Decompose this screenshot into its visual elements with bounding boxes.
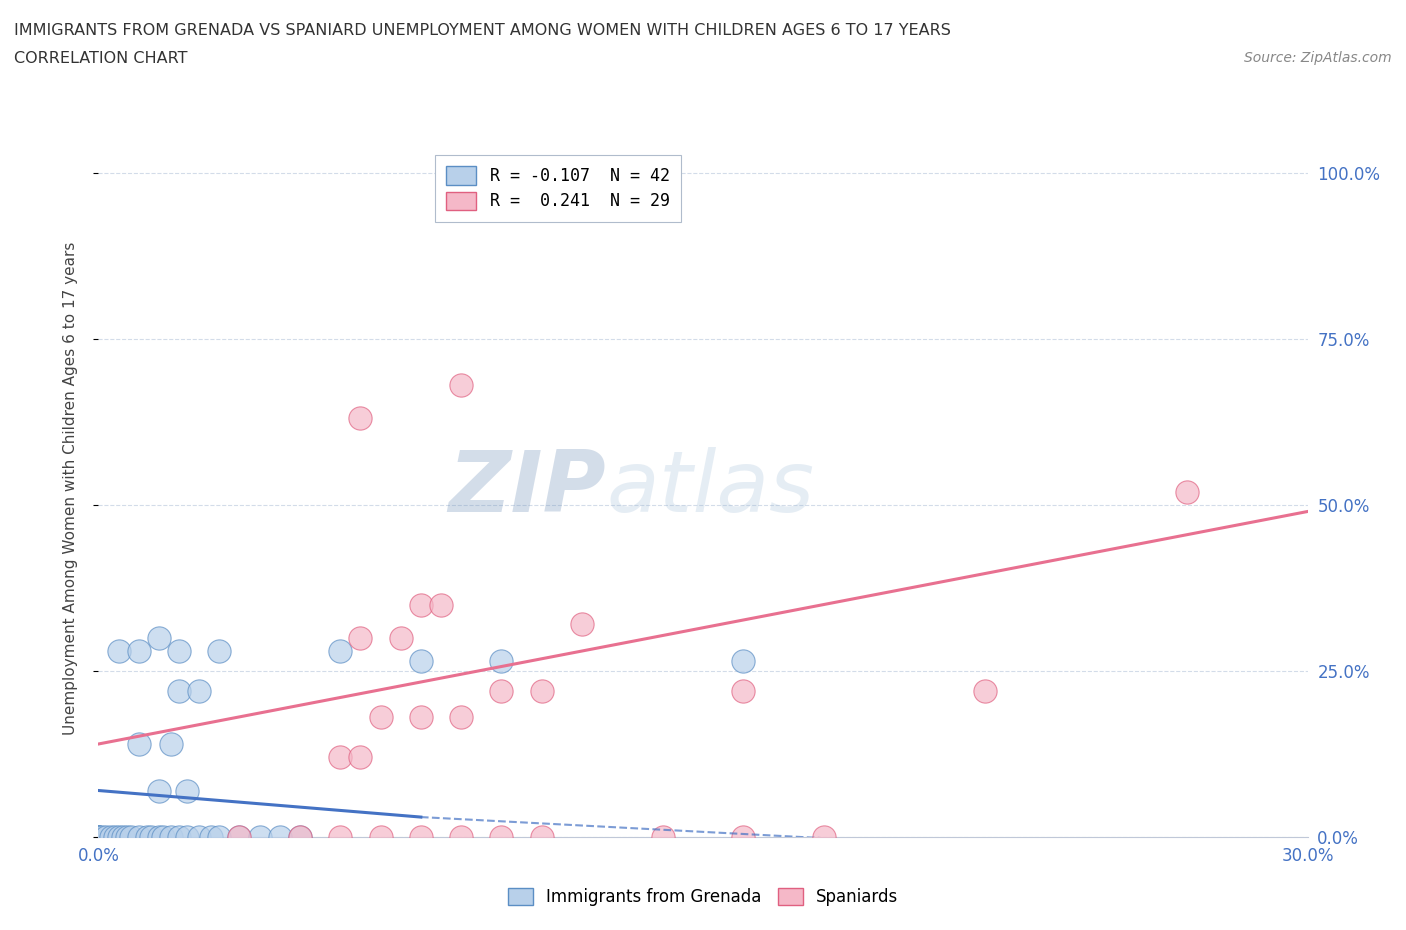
Point xyxy=(228,830,250,844)
Point xyxy=(571,198,593,213)
Text: CORRELATION CHART: CORRELATION CHART xyxy=(14,51,187,66)
Point xyxy=(188,684,211,698)
Point xyxy=(87,830,110,844)
Point xyxy=(167,684,190,698)
Point xyxy=(389,631,412,645)
Point xyxy=(370,710,392,724)
Point xyxy=(128,830,150,844)
Point xyxy=(148,830,170,844)
Point xyxy=(409,710,432,724)
Point xyxy=(167,644,190,658)
Point xyxy=(733,654,755,669)
Point xyxy=(733,830,755,844)
Point xyxy=(103,830,125,844)
Point xyxy=(87,830,110,844)
Point xyxy=(107,644,129,658)
Point xyxy=(87,830,110,844)
Point xyxy=(228,830,250,844)
Point xyxy=(148,783,170,798)
Point xyxy=(370,830,392,844)
Point xyxy=(813,830,835,844)
Legend: Immigrants from Grenada, Spaniards: Immigrants from Grenada, Spaniards xyxy=(501,881,905,912)
Point xyxy=(188,830,211,844)
Point xyxy=(571,617,593,631)
Point xyxy=(530,830,553,844)
Point xyxy=(430,597,453,612)
Point xyxy=(152,830,174,844)
Point xyxy=(160,830,183,844)
Point xyxy=(349,411,371,426)
Y-axis label: Unemployment Among Women with Children Ages 6 to 17 years: Unemployment Among Women with Children A… xyxy=(63,242,77,735)
Point xyxy=(1175,485,1198,499)
Text: Source: ZipAtlas.com: Source: ZipAtlas.com xyxy=(1244,51,1392,65)
Point xyxy=(288,830,311,844)
Point xyxy=(651,830,673,844)
Point xyxy=(249,830,271,844)
Point xyxy=(450,830,472,844)
Point xyxy=(139,830,162,844)
Point xyxy=(176,783,198,798)
Text: IMMIGRANTS FROM GRENADA VS SPANIARD UNEMPLOYMENT AMONG WOMEN WITH CHILDREN AGES : IMMIGRANTS FROM GRENADA VS SPANIARD UNEM… xyxy=(14,23,950,38)
Point xyxy=(148,631,170,645)
Point xyxy=(87,830,110,844)
Text: atlas: atlas xyxy=(606,446,814,530)
Point xyxy=(491,654,513,669)
Point xyxy=(450,710,472,724)
Point xyxy=(450,378,472,392)
Text: ZIP: ZIP xyxy=(449,446,606,530)
Point xyxy=(111,830,134,844)
Point xyxy=(176,830,198,844)
Point xyxy=(491,684,513,698)
Point xyxy=(167,830,190,844)
Point xyxy=(530,684,553,698)
Point xyxy=(115,830,138,844)
Point xyxy=(200,830,222,844)
Point xyxy=(128,644,150,658)
Point xyxy=(329,830,352,844)
Point xyxy=(409,830,432,844)
Point xyxy=(128,737,150,751)
Point xyxy=(160,737,183,751)
Point xyxy=(349,631,371,645)
Point xyxy=(120,830,142,844)
Point xyxy=(409,597,432,612)
Point xyxy=(208,830,231,844)
Point xyxy=(733,684,755,698)
Point xyxy=(269,830,291,844)
Point xyxy=(491,830,513,844)
Point xyxy=(329,750,352,764)
Point xyxy=(107,830,129,844)
Point xyxy=(974,684,997,698)
Legend: R = -0.107  N = 42, R =  0.241  N = 29: R = -0.107 N = 42, R = 0.241 N = 29 xyxy=(434,154,682,222)
Point xyxy=(288,830,311,844)
Point xyxy=(135,830,157,844)
Point xyxy=(96,830,118,844)
Point xyxy=(208,644,231,658)
Point xyxy=(329,644,352,658)
Point xyxy=(349,750,371,764)
Point xyxy=(100,830,122,844)
Point xyxy=(91,830,114,844)
Point xyxy=(409,654,432,669)
